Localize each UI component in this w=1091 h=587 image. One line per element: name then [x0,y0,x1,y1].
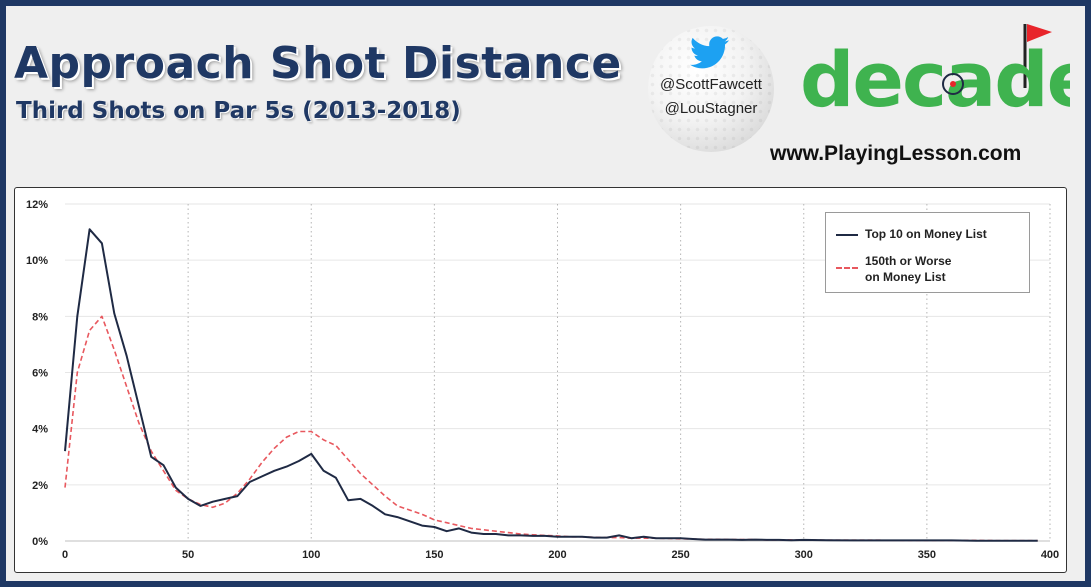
x-tick-label: 50 [182,549,194,561]
decade-logo: decade [800,24,1070,118]
legend-line-150th [836,267,858,269]
y-tick-label: 8% [32,311,48,323]
legend-line-top10 [836,234,858,236]
x-tick-label: 300 [795,549,813,561]
logo-text: decade [800,35,1070,118]
x-tick-label: 100 [302,549,320,561]
y-tick-label: 0% [32,536,48,548]
chart-subtitle: Third Shots on Par 5s (2013-2018) [16,98,461,124]
flag-icon [1027,24,1052,42]
legend-label-150th: 150th or Worse on Money List [865,254,952,284]
x-tick-label: 150 [425,549,443,561]
y-tick-label: 4% [32,424,48,436]
x-tick-label: 350 [918,549,936,561]
y-tick-label: 10% [26,255,48,267]
x-tick-label: 250 [671,549,689,561]
legend-label-top10: Top 10 on Money List [865,227,987,241]
chart-legend: Top 10 on Money List 150th or Worse on Mo… [825,212,1030,293]
x-tick-label: 200 [548,549,566,561]
y-tick-label: 2% [32,480,48,492]
series-line-top10 [64,228,1038,542]
twitter-handle-lou: @LouStagner [664,100,758,117]
golf-ball-badge: @ScottFawcett @LouStagner [648,26,774,152]
twitter-bird-icon [690,36,730,69]
x-tick-label: 400 [1041,549,1059,561]
target-icon [942,73,964,95]
y-tick-label: 6% [32,368,48,380]
x-tick-label: 0 [62,549,68,561]
y-tick-label: 12% [26,199,48,211]
chart-title: Approach Shot Distance [14,38,622,89]
website-url: www.PlayingLesson.com [770,142,1022,165]
line-chart: 0% 2% 4% 6% 8% 10% 12% 0 50 100 150 200 250 300 350 400 [26,199,1059,561]
twitter-handle-scott: @ScottFawcett [660,76,762,93]
target-center [950,81,956,87]
